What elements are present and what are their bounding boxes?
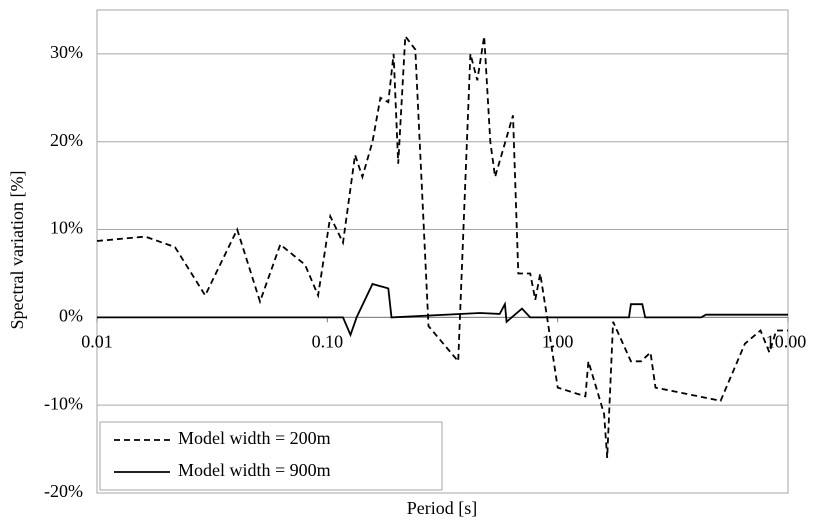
- plot-frame: [96, 9, 789, 494]
- y-axis-label: Spectral variation [%]: [7, 171, 27, 330]
- x-tick-label: 0.10: [312, 331, 344, 351]
- x-tick-label: 10.00: [766, 331, 807, 351]
- legend-box: [99, 421, 443, 491]
- legend-label: Model width = 200m: [178, 428, 331, 448]
- x-tick-label: 1.00: [542, 331, 574, 351]
- y-tick-label: 30%: [50, 42, 83, 62]
- y-tick-label: 20%: [50, 130, 83, 150]
- y-tick-label: -20%: [44, 481, 83, 501]
- x-tick-label: 0.01: [81, 331, 113, 351]
- y-tick-label: 10%: [50, 218, 83, 238]
- y-tick-label: 0%: [59, 305, 83, 325]
- y-tick-label: -10%: [44, 393, 83, 413]
- series-line: [96, 33, 788, 458]
- series-line: [97, 282, 788, 338]
- x-axis-label: Period [s]: [407, 498, 478, 518]
- legend-label: Model width = 900m: [178, 460, 331, 480]
